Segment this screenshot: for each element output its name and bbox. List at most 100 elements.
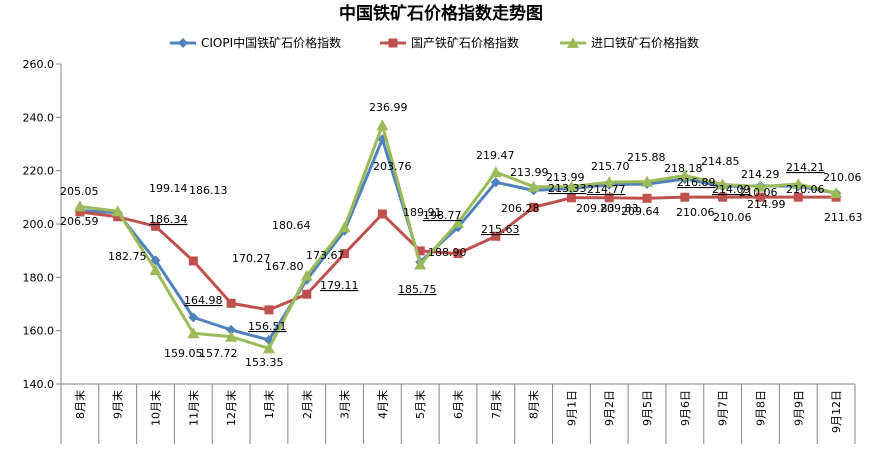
y-tick-label: 180.0 <box>23 271 55 284</box>
data-label: 206.59 <box>60 215 99 228</box>
data-point-triangle <box>678 169 691 181</box>
data-point-square <box>604 193 614 203</box>
y-tick-label: 260.0 <box>23 58 55 71</box>
data-point-square <box>302 289 312 299</box>
data-label: 219.47 <box>476 149 515 162</box>
data-point-square <box>75 207 85 217</box>
legend-label: 国产铁矿石价格指数 <box>411 35 519 50</box>
data-point-triangle <box>338 221 351 233</box>
data-point-diamond <box>226 324 237 335</box>
data-point-square <box>264 305 274 315</box>
data-label: 179.11 <box>320 279 359 292</box>
data-point-triangle <box>73 200 86 212</box>
data-point-diamond <box>178 38 188 48</box>
data-label: 214.09 <box>712 183 751 196</box>
data-label: 199.14 <box>149 182 188 195</box>
data-label: 185.75 <box>398 283 437 296</box>
data-label: 213.99 <box>510 166 549 179</box>
data-label: 214.77 <box>587 183 626 196</box>
data-point-square <box>388 38 398 48</box>
series-3 <box>73 119 843 354</box>
chart-title: 中国铁矿石价格指数走势图 <box>339 3 543 24</box>
data-label: 157.72 <box>199 347 238 360</box>
x-tick-label: 8月末 <box>73 390 87 419</box>
x-tick-label: 1月末 <box>262 390 276 419</box>
data-label: 159.05 <box>164 347 203 360</box>
data-label: 188.90 <box>428 246 467 259</box>
data-point-square <box>718 192 728 202</box>
data-point-triangle <box>754 180 767 192</box>
x-tick-label: 3月末 <box>338 390 352 419</box>
x-tick-label: 2月末 <box>300 390 314 419</box>
x-tick-label: 6月末 <box>451 390 465 419</box>
x-tick-label: 9月12日 <box>830 390 843 433</box>
data-label: 198.77 <box>423 209 462 222</box>
data-point-triangle <box>565 180 578 192</box>
data-label: 209.83 <box>576 202 615 215</box>
data-label: 164.98 <box>184 294 223 307</box>
y-tick-label: 220.0 <box>23 165 55 178</box>
data-point-square <box>113 212 123 222</box>
data-label: 214.29 <box>741 168 780 181</box>
data-point-square <box>340 249 350 259</box>
y-tick-label: 200.0 <box>23 218 55 231</box>
data-label: 186.13 <box>189 184 228 197</box>
data-point-triangle <box>376 119 389 131</box>
data-label: 209.83 <box>600 202 639 215</box>
data-label: 180.64 <box>272 219 311 232</box>
data-label: 189.91 <box>403 206 442 219</box>
data-point-triangle <box>830 186 843 198</box>
data-point-triangle <box>792 178 805 190</box>
data-label: 210.06 <box>739 186 778 199</box>
y-tick-label: 240.0 <box>23 111 55 124</box>
data-label: 210.06 <box>676 206 715 219</box>
x-tick-label: 9月末 <box>111 390 125 419</box>
chart-series <box>73 119 843 354</box>
data-point-triangle <box>641 175 654 187</box>
data-label: 211.63 <box>824 211 863 224</box>
x-tick-label: 9月2日 <box>603 390 616 426</box>
data-point-triangle <box>489 166 502 178</box>
data-point-square <box>453 249 463 259</box>
data-point-triangle <box>716 178 729 190</box>
data-point-triangle <box>567 37 579 48</box>
legend-label: CIOPI中国铁矿石价格指数 <box>201 35 341 50</box>
x-tick-label: 9月6日 <box>679 390 692 426</box>
data-label: 170.27 <box>232 252 271 265</box>
x-tick-label: 5月末 <box>413 390 427 419</box>
x-tick-label: 9月1日 <box>565 390 578 426</box>
x-tick-label: 12月末 <box>224 390 238 426</box>
data-point-square <box>491 231 501 241</box>
data-point-diamond <box>490 177 501 188</box>
data-point-square <box>642 193 652 203</box>
data-point-square <box>151 221 161 231</box>
data-label: 167.80 <box>265 260 304 273</box>
data-label: 218.18 <box>664 162 703 175</box>
x-tick-label: 10月末 <box>149 390 163 426</box>
x-tick-label: 8月末 <box>527 390 541 419</box>
data-label: 213.99 <box>546 171 585 184</box>
data-point-triangle <box>603 176 616 188</box>
series-2 <box>75 192 841 315</box>
data-label: 156.51 <box>248 320 287 333</box>
data-point-diamond <box>188 312 199 323</box>
data-point-square <box>566 193 576 203</box>
data-label: 153.35 <box>245 356 284 369</box>
data-point-square <box>793 192 803 202</box>
data-point-triangle <box>414 258 427 270</box>
data-label: 205.05 <box>60 185 99 198</box>
y-tick-label: 160.0 <box>23 325 55 338</box>
data-label: 210.06 <box>713 211 752 224</box>
chart-axes: 140.0 160.0 180.0 200.0 220.0 240.0 260.0 8月末 9月… <box>23 58 856 444</box>
data-point-triangle <box>149 264 162 275</box>
x-tick-label: 9月5日 <box>641 390 654 426</box>
data-point-triangle <box>225 330 238 342</box>
data-label: 215.88 <box>627 151 666 164</box>
chart-legend: CIOPI中国铁矿石价格指数 国产铁矿石价格指数 进口铁矿石价格指数 <box>170 35 699 50</box>
data-label: 215.70 <box>591 160 630 173</box>
data-label: 210.06 <box>786 183 825 196</box>
data-label: 186.34 <box>149 213 188 226</box>
data-point-square <box>529 202 539 212</box>
data-labels: 205.05 206.59 199.14 186.34 182.75 186.13 164.… <box>60 101 863 369</box>
